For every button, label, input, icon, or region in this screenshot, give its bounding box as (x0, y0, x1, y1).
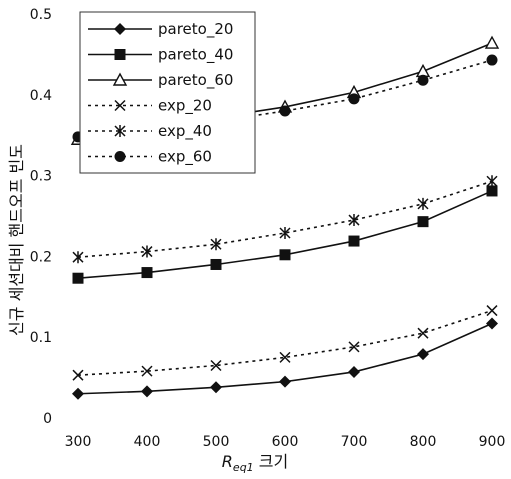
legend-label: exp_40 (158, 122, 212, 141)
legend-marker (114, 151, 126, 162)
x-tick-label: 500 (203, 434, 230, 450)
data-point (210, 258, 222, 270)
legend-item-pareto_40: pareto_40 (88, 46, 233, 65)
legend-item-exp_40: exp_40 (88, 122, 212, 141)
y-tick-label: 0.3 (30, 169, 52, 185)
data-point (141, 385, 153, 398)
data-point (279, 375, 291, 388)
data-point (348, 214, 360, 227)
series-exp_40 (72, 175, 498, 264)
legend-item-pareto_20: pareto_20 (88, 20, 233, 39)
series-exp_20 (72, 305, 498, 381)
data-point (417, 348, 429, 361)
data-point (348, 235, 360, 247)
data-point (486, 305, 498, 317)
data-point (141, 267, 153, 279)
legend-marker (112, 72, 128, 86)
data-point (72, 251, 84, 264)
legend-marker (114, 125, 126, 137)
series-pareto_40 (72, 185, 498, 284)
y-tick-label: 0.5 (30, 7, 52, 23)
axes: 0 0.1 0.2 0.3 0.4 0.5 300 400 500 600 700 800 900 (30, 7, 506, 450)
data-point (348, 93, 360, 105)
legend-item-exp_20: exp_20 (88, 97, 212, 116)
data-point (141, 365, 153, 377)
legend-marker (114, 99, 126, 112)
data-point (279, 351, 291, 363)
legend-label: pareto_20 (158, 20, 233, 39)
data-point (279, 105, 291, 117)
data-point (279, 226, 291, 239)
y-tick-label: 0.1 (30, 330, 52, 346)
x-axis-label: Req1 크기 (222, 452, 288, 474)
axis-labels: 신규 세션대비 핸드오프 빈도 Req1 크기 (7, 144, 288, 474)
y-tick-label: 0.4 (30, 88, 52, 104)
legend-label: pareto_40 (158, 46, 233, 65)
data-point (486, 317, 498, 330)
data-point (141, 245, 153, 258)
legend-label: exp_20 (158, 97, 212, 116)
data-point (279, 249, 291, 261)
data-point (210, 238, 222, 251)
data-point (417, 74, 429, 86)
legend-label: pareto_60 (158, 71, 233, 90)
legend-item-exp_60: exp_60 (88, 148, 212, 167)
data-point (210, 381, 222, 394)
data-point (348, 365, 360, 378)
data-point (486, 185, 498, 197)
x-tick-label: 700 (341, 434, 368, 450)
legend-item-pareto_60: pareto_60 (88, 71, 233, 90)
legend: pareto_20 pareto_40 pareto_60 exp_20 exp_40e… (79, 11, 256, 174)
legend-label: exp_60 (158, 148, 212, 167)
y-tick-label: 0.2 (30, 249, 52, 265)
data-point (417, 216, 429, 228)
x-axis-label-main: R (222, 452, 233, 471)
data-point (417, 327, 429, 339)
x-tick-label: 600 (272, 434, 299, 450)
x-tick-label: 800 (410, 434, 437, 450)
series-line (77, 309, 493, 376)
legend-marker (114, 49, 126, 60)
series-pareto_20 (72, 317, 498, 400)
y-axis-label: 신규 세션대비 핸드오프 빈도 (7, 144, 26, 336)
x-tick-label: 300 (65, 434, 92, 450)
data-point (484, 35, 500, 49)
legend-marker (114, 23, 126, 35)
data-point (486, 175, 498, 188)
data-point (72, 272, 84, 284)
data-point (486, 54, 498, 66)
legend-box (79, 11, 256, 174)
data-point (415, 63, 431, 78)
data-point (417, 197, 429, 210)
x-axis-label-suffix: 크기 (254, 452, 289, 471)
data-point (348, 341, 360, 353)
data-point (72, 369, 84, 381)
y-tick-label: 0 (43, 411, 52, 427)
x-tick-label: 900 (479, 434, 506, 450)
data-point (210, 359, 222, 372)
data-point (72, 387, 84, 400)
x-tick-label: 400 (134, 434, 161, 450)
x-axis-label-sub: eq1 (233, 461, 254, 474)
